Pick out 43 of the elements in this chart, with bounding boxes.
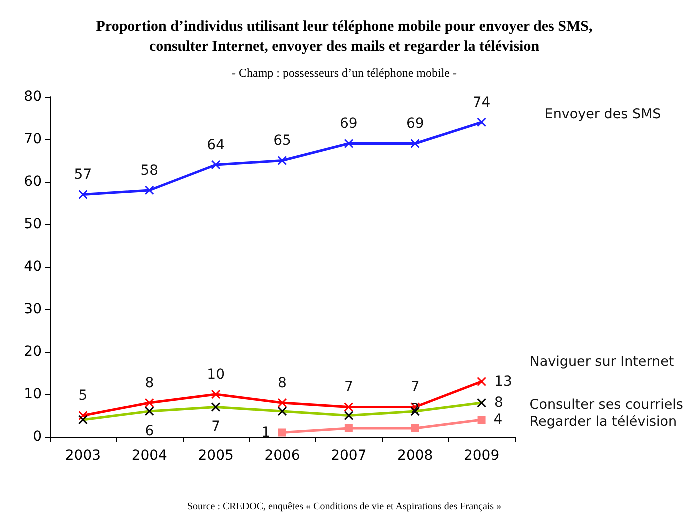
y-tick-label: 50 <box>24 216 42 232</box>
data-label: 8 <box>278 375 287 392</box>
data-label: 1 <box>262 424 270 441</box>
y-tick-label: 0 <box>33 429 42 445</box>
data-label: 5 <box>78 388 88 404</box>
x-tick-label: 2005 <box>198 448 234 464</box>
x-tick-label: 2009 <box>464 448 500 464</box>
text: Naviguer sur Internet <box>530 354 674 370</box>
data-label: 4 <box>494 412 503 428</box>
data-label: 64 <box>207 137 226 154</box>
source-note: Source : CREDOC, enquêtes « Conditions de vie et Aspirations des Français » <box>187 502 502 512</box>
x-tick-label: 2004 <box>132 448 168 464</box>
y-tick-label: 60 <box>24 174 42 190</box>
text: Envoyer des SMS <box>544 106 662 122</box>
data-label: 57 <box>74 167 92 183</box>
chart-subtitle: - Champ : possesseurs d’un téléphone mobile - <box>232 66 457 80</box>
data-label: 69 <box>406 116 424 132</box>
x-tick-label: 2008 <box>398 448 434 464</box>
y-tick-label: 80 <box>24 89 42 105</box>
x-tick-label: 2007 <box>331 448 367 464</box>
data-label: 74 <box>472 94 491 111</box>
y-tick-label: 20 <box>24 344 42 360</box>
data-label: 7 <box>212 419 221 435</box>
data-label: 65 <box>274 133 292 149</box>
data-label: 2 <box>410 402 420 418</box>
data-label: 13 <box>494 374 512 390</box>
x-tick-label: 2003 <box>65 448 102 464</box>
y-tick-label: 40 <box>24 259 42 275</box>
y-tick-label: 30 <box>24 302 42 318</box>
text: Consulter ses courriels <box>530 397 684 413</box>
chart-title: Proportion d’individus utilisant leur téléphone mobile pour envoyer des SMS, consulter Internet, envoyer des mails et regarder la télévision <box>96 19 593 55</box>
data-label: 7 <box>410 380 420 396</box>
y-tick-label: 70 <box>24 132 42 148</box>
x-tick-label: 2006 <box>264 448 300 464</box>
y-tick-label: 10 <box>24 386 42 402</box>
data-label: 58 <box>140 162 159 179</box>
data-label: 69 <box>340 116 358 132</box>
data-label: 10 <box>207 366 225 383</box>
data-label: 8 <box>145 375 154 392</box>
data-label: 8 <box>494 395 504 411</box>
data-label: 6 <box>145 423 154 440</box>
data-label: 7 <box>344 380 354 396</box>
text: Regarder la télévision <box>530 414 678 430</box>
